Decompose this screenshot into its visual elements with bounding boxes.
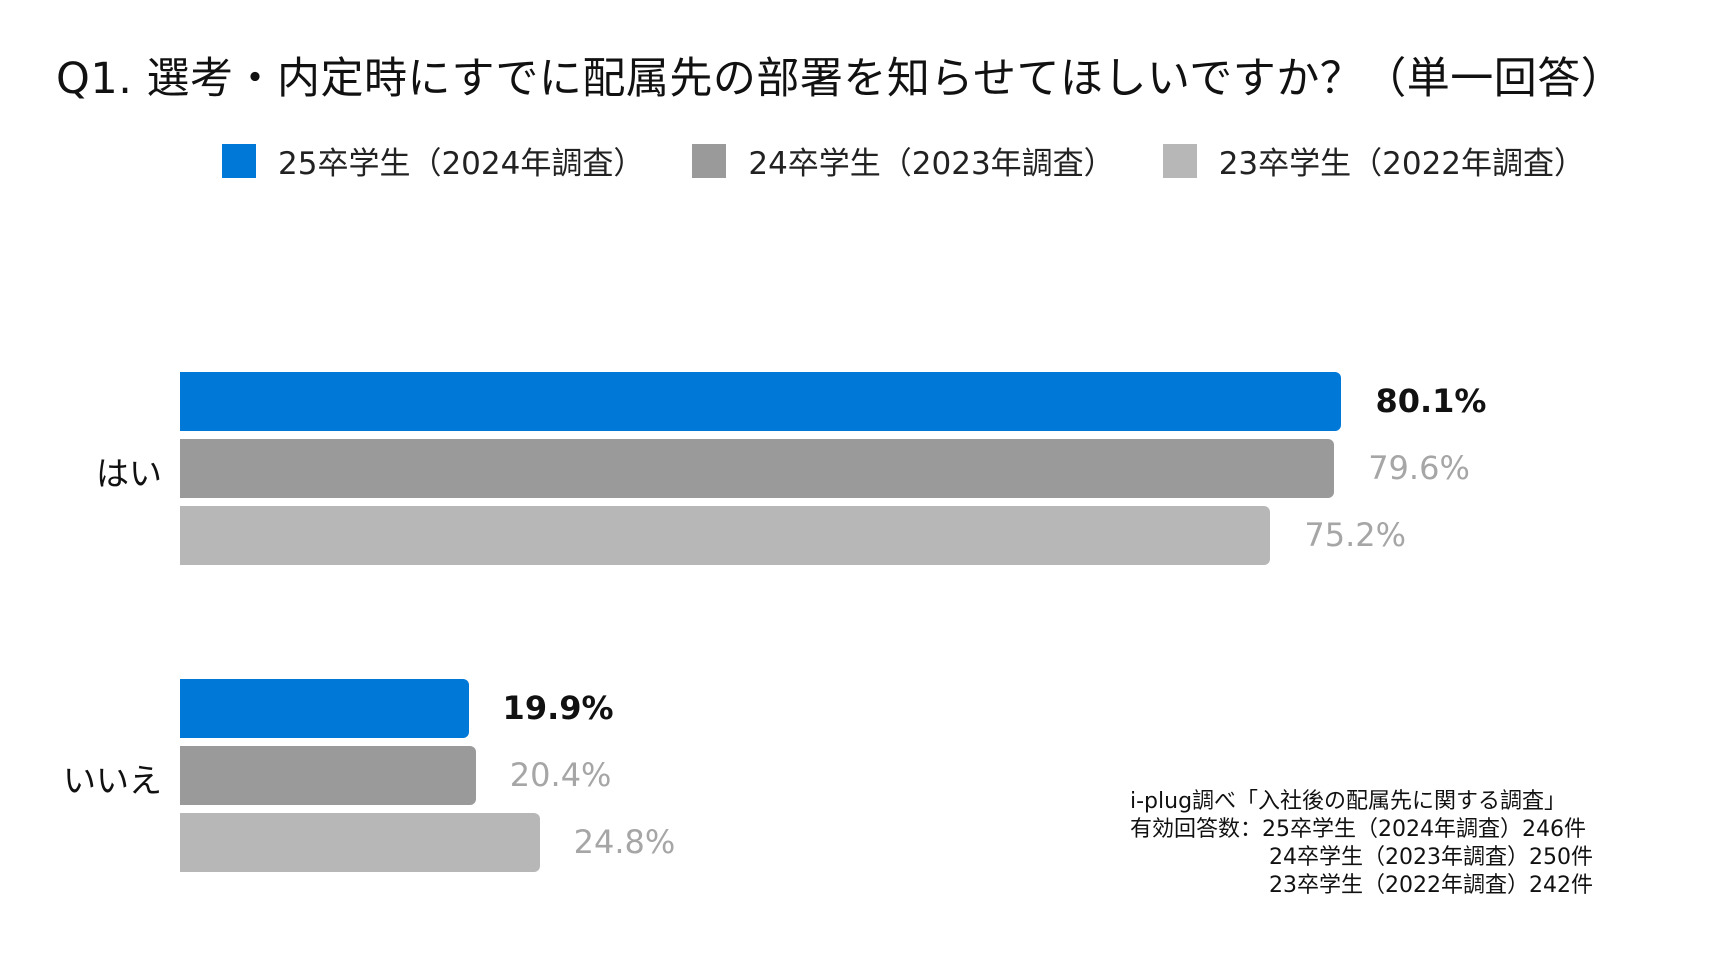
legend-swatch-24 bbox=[692, 143, 727, 178]
category-label-yes: はい bbox=[96, 453, 162, 493]
legend: 25卒学生（2024年調査） 24卒学生（2023年調査） 23卒学生（2022… bbox=[222, 138, 1633, 183]
bar-no-series-0 bbox=[180, 679, 469, 738]
source-count-23: 23卒学生（2022年調査）242件 bbox=[1269, 873, 1593, 898]
bar-yes-series-0 bbox=[180, 372, 1342, 431]
value-label-no-series-1: 20.4% bbox=[509, 755, 612, 794]
legend-item-23: 23卒学生（2022年調査） bbox=[1162, 138, 1586, 183]
value-label-no-series-2: 24.8% bbox=[573, 822, 676, 861]
bar-yes-series-2 bbox=[180, 506, 1271, 565]
value-label-yes-series-1: 79.6% bbox=[1368, 448, 1470, 487]
source-title: i-plug調べ「入社後の配属先に関する調査」 bbox=[1130, 789, 1567, 814]
value-label-yes-series-2: 75.2% bbox=[1304, 515, 1407, 554]
category-label-no: いいえ bbox=[63, 760, 162, 800]
legend-item-25: 25卒学生（2024年調査） bbox=[222, 138, 644, 183]
legend-swatch-25 bbox=[222, 143, 256, 178]
legend-label-24: 24卒学生（2023年調査） bbox=[748, 146, 1115, 182]
legend-label-25: 25卒学生（2024年調査） bbox=[278, 146, 645, 182]
source-note: i-plug調べ「入社後の配属先に関する調査」 有効回答数：25卒学生（2024… bbox=[1130, 788, 1593, 900]
source-count-25: 有効回答数：25卒学生（2024年調査）246件 bbox=[1130, 817, 1586, 842]
legend-swatch-23 bbox=[1162, 143, 1197, 178]
bar-yes-series-1 bbox=[180, 439, 1335, 498]
value-label-no-series-0: 19.9% bbox=[502, 688, 614, 727]
chart-title: Q1. 選考・内定時にすでに配属先の部署を知らせてほしいですか？（単一回答） bbox=[56, 54, 1625, 104]
legend-item-24: 24卒学生（2023年調査） bbox=[692, 138, 1115, 183]
source-count-24: 24卒学生（2023年調査）250件 bbox=[1269, 845, 1593, 870]
legend-label-23: 23卒学生（2022年調査） bbox=[1218, 146, 1586, 182]
value-label-yes-series-0: 80.1% bbox=[1375, 381, 1487, 420]
bar-no-series-1 bbox=[180, 746, 476, 805]
bar-no-series-2 bbox=[180, 813, 540, 872]
